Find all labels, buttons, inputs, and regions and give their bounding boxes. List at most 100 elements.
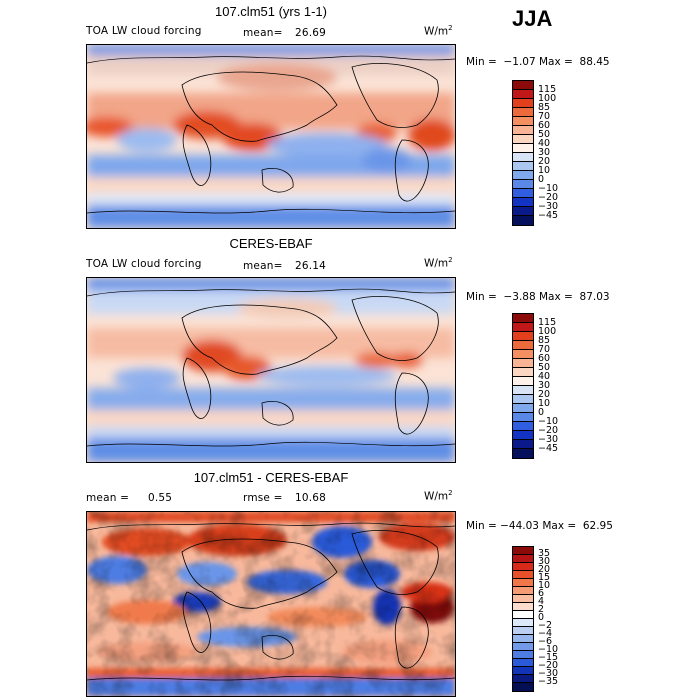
colorbar-swatch [513,659,533,667]
colorbar-label: 20 [538,155,551,167]
panel-1-field [87,45,455,228]
colorbar-swatch [513,117,533,126]
colorbar-swatch [513,635,533,643]
colorbar-swatch [513,144,533,153]
colorbar-label: −30 [538,200,559,212]
colorbar-label: 30 [538,379,551,391]
colorbar-swatch [513,153,533,162]
colorbar-swatch [513,579,533,587]
colorbar-swatch [513,162,533,171]
colorbar-swatch [513,675,533,683]
colorbar-swatch [513,563,533,571]
panel-2-field-label: TOA LW cloud forcing [86,258,202,270]
colorbar-label: −2 [538,620,553,631]
colorbar-swatch [513,611,533,619]
colorbar-swatch [513,180,533,189]
colorbar-label: −10 [538,415,559,427]
colorbar-swatch [513,216,533,225]
colorbar-swatch [513,431,533,440]
colorbar-swatch [513,350,533,359]
colorbar-label: 4 [538,596,545,607]
colorbar-swatch [513,323,533,332]
panel-1-mean-label: mean= [243,27,283,39]
colorbar-swatch [513,126,533,135]
panel-1-map [86,44,456,229]
panel-3-rmse-label: rmse = [243,492,283,504]
colorbar-swatch [513,189,533,198]
colorbar-swatch [513,198,533,207]
colorbar-swatch [513,207,533,216]
colorbar-label: 40 [538,137,551,149]
panel-3-colorbar-labels: 35 30 20 15 10 6 4 2 0 −2 −4 −6 −10 −15 −20 −30 −35 [538,548,559,687]
panel-2-colorbar [512,313,534,459]
panel-2-title: CERES-EBAF [229,236,313,251]
colorbar-label: −20 [538,191,559,203]
panel-3-map [86,511,456,697]
panel-3-title: 107.clm51 - CERES-EBAF [193,470,349,485]
colorbar-label: −10 [538,182,559,194]
colorbar-swatch [513,413,533,422]
colorbar-swatch [513,587,533,595]
colorbar-label: 20 [538,388,551,400]
colorbar-label: 0 [538,406,545,418]
panel-3-mean-value: 0.55 [148,492,173,504]
colorbar-swatch [513,643,533,651]
colorbar-label: −30 [538,668,559,679]
colorbar-label: 30 [538,146,551,158]
colorbar-swatch [513,571,533,579]
colorbar-label: 10 [538,164,551,176]
panel-3-mean-label: mean = [86,492,130,504]
colorbar-label: 70 [538,343,551,355]
colorbar-swatch [513,619,533,627]
colorbar-label: 35 [538,548,551,559]
colorbar-label: −35 [538,676,559,687]
panel-3-rmse-value: 10.68 [295,492,327,504]
colorbar-swatch [513,395,533,404]
colorbar-label: 115 [538,316,557,328]
colorbar-label: 0 [538,173,545,185]
panel-2-mean-label: mean= [243,260,283,272]
colorbar-swatch [513,440,533,449]
colorbar-label: 10 [538,397,551,409]
panel-1-mean-value: 26.69 [295,27,327,39]
panel-3-colorbar [512,546,534,692]
colorbar-swatch [513,404,533,413]
colorbar-label: −45 [538,442,559,454]
panel-3-min-max: Min = −44.03 Max = 62.95 [466,520,613,532]
panel-1-units: W/m2 [424,24,453,38]
colorbar-swatch [513,595,533,603]
panel-2-colorbar-labels: 115 100 85 70 60 50 40 30 20 10 0 −10 −20 −30 −45 [538,316,559,454]
colorbar-label: −15 [538,652,559,663]
colorbar-swatch [513,386,533,395]
colorbar-swatch [513,651,533,659]
colorbar-label: −6 [538,636,553,647]
colorbar-label: −20 [538,424,559,436]
colorbar-label: 40 [538,370,551,382]
panel-3-units: W/m2 [424,489,453,503]
panel-1-colorbar [512,80,534,226]
colorbar-swatch [513,314,533,323]
colorbar-label: 50 [538,128,551,140]
colorbar-label: −10 [538,644,559,655]
colorbar-label: 100 [538,92,557,104]
panel-2-field [87,278,455,462]
panel-2-mean-value: 26.14 [295,260,327,272]
colorbar-label: −45 [538,209,559,221]
colorbar-label: 15 [538,572,551,583]
season-label: JJA [512,6,553,31]
colorbar-label: 85 [538,101,551,113]
colorbar-swatch [513,603,533,611]
colorbar-label: 0 [538,612,545,623]
colorbar-swatch [513,359,533,368]
colorbar-label: 85 [538,334,551,346]
colorbar-swatch [513,683,533,691]
colorbar-label: 10 [538,580,551,591]
colorbar-label: 2 [538,604,545,615]
colorbar-label: −4 [538,628,553,639]
colorbar-label: 70 [538,110,551,122]
panel-1-title: 107.clm51 (yrs 1-1) [215,4,327,19]
colorbar-label: 30 [538,556,551,567]
colorbar-swatch [513,547,533,555]
panel-2-min-max: Min = −3.88 Max = 87.03 [466,291,610,303]
colorbar-swatch [513,81,533,90]
